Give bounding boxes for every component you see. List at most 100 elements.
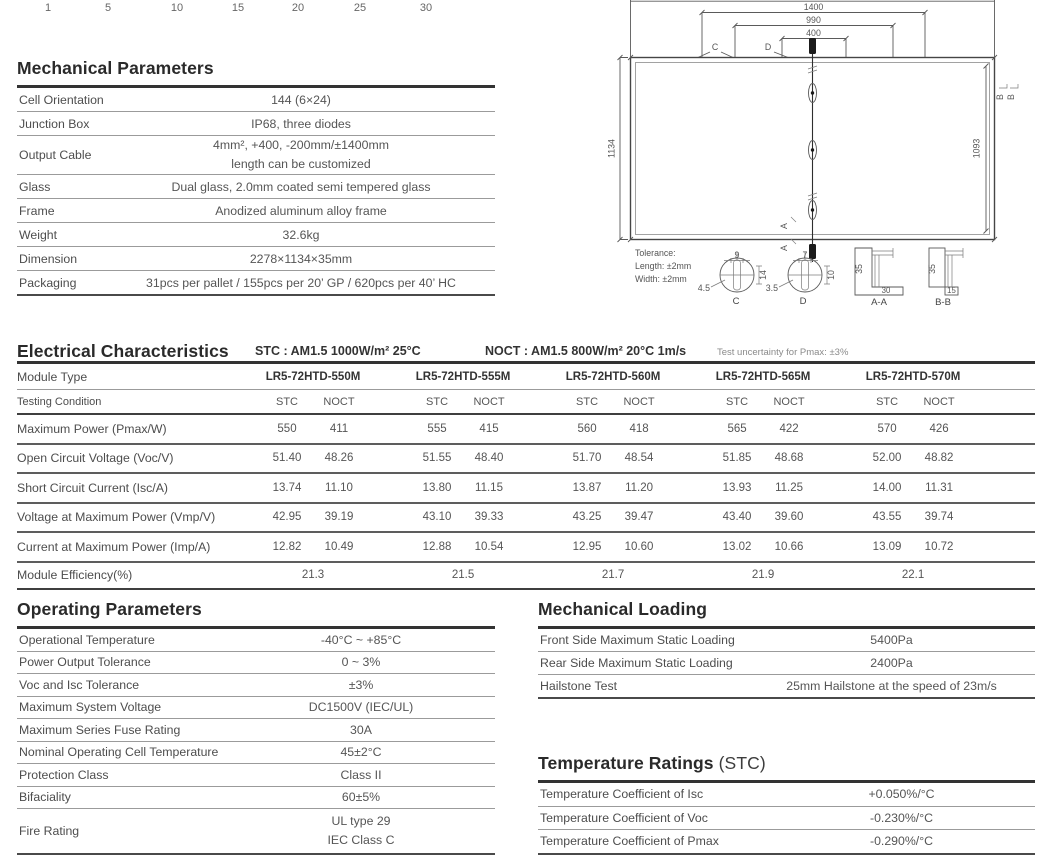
row-value-line2: length can be customized — [231, 157, 371, 171]
cell-value: 48.54 — [613, 443, 666, 474]
cell-value: 12.82 — [261, 532, 313, 563]
spacer — [365, 502, 412, 533]
dim-990-label: 990 — [806, 15, 821, 25]
row-value-line1: 4mm², +400, -200mm/±1400mm — [213, 138, 389, 152]
title-suffix: (STC) — [718, 753, 766, 773]
section-a-markers: A A — [779, 216, 797, 251]
stc-header: STC — [861, 389, 914, 415]
axis-tick-label: 20 — [291, 2, 305, 14]
cell-value: 13.93 — [711, 473, 764, 504]
stc-header: STC — [411, 389, 464, 415]
table-row: Output Cable 4mm², +400, -200mm/±1400mm … — [17, 135, 495, 175]
section-bb-base: 15 — [947, 286, 956, 295]
spacer — [515, 561, 562, 590]
cell-value: 13.87 — [561, 473, 614, 504]
cell-value: 51.70 — [561, 443, 614, 474]
row-label: Front Side Maximum Static Loading — [538, 629, 748, 652]
row-label: Current at Maximum Power (Imp/A) — [17, 532, 261, 563]
cell-value: 555 — [411, 414, 464, 445]
row-value: IP68, three diodes — [107, 111, 495, 136]
callout-c-label: C — [712, 42, 719, 52]
row-value: 0 ~ 3% — [227, 651, 495, 674]
cell-value: 422 — [763, 414, 816, 445]
row-label: Junction Box — [17, 111, 107, 136]
table-row: Maximum System Voltage DC1500V (IEC/UL) — [17, 696, 495, 719]
row-label: Glass — [17, 174, 107, 199]
row-value: Dual glass, 2.0mm coated semi tempered g… — [107, 174, 495, 199]
row-value: Class II — [227, 763, 495, 787]
row-value: UL type 29 IEC Class C — [227, 808, 495, 855]
cell-value: 51.40 — [261, 443, 313, 474]
spacer — [665, 389, 712, 415]
cell-value: 21.3 — [261, 561, 366, 590]
section-title-bar: Mechanical Loading — [538, 598, 1035, 629]
pmax-row: Maximum Power (Pmax/W) 550 411 555 415 560… — [17, 414, 1035, 445]
dim-1400-label: 1400 — [804, 2, 824, 12]
row-label: Voltage at Maximum Power (Vmp/V) — [17, 502, 261, 533]
temperature-ratings-table: Temperature Coefficient of Isc +0.050%/°C… — [538, 783, 1035, 855]
row-value: 144 (6×24) — [107, 88, 495, 112]
cell-value: 43.55 — [861, 502, 914, 533]
cell-value: 39.33 — [463, 502, 516, 533]
cell-value: 10.54 — [463, 532, 516, 563]
technical-drawing: 1400 990 400 C D 1134 1093 — [607, 0, 1019, 308]
cell-value: 10.60 — [613, 532, 666, 563]
detail-c: 9 14 4.5 C — [698, 250, 768, 307]
imp-row: Current at Maximum Power (Imp/A) 12.82 10… — [17, 532, 1035, 563]
noct-header: NOCT — [613, 389, 666, 415]
detail-c-dim-top: 9 — [735, 250, 740, 260]
top-dimension-lines: 1400 990 400 — [630, 0, 995, 58]
section-a-label: A — [779, 245, 789, 251]
cell-value: 21.9 — [711, 561, 816, 590]
cell-value: 11.15 — [463, 473, 516, 504]
row-label: Power Output Tolerance — [17, 651, 227, 674]
cell-value: 39.19 — [313, 502, 366, 533]
noct-header: NOCT — [763, 389, 816, 415]
module-name: LR5-72HTD-560M — [561, 364, 666, 390]
row-label: Rear Side Maximum Static Loading — [538, 651, 748, 675]
detail-c-label: C — [733, 296, 740, 307]
spacer — [965, 414, 1035, 445]
spacer — [515, 443, 562, 474]
electrical-characteristics-section: Electrical Characteristics STC : AM1.5 1… — [17, 340, 1035, 590]
row-value: 45±2°C — [227, 741, 495, 764]
cell-value: 10.49 — [313, 532, 366, 563]
cell-value: 39.47 — [613, 502, 666, 533]
spacer — [515, 532, 562, 563]
electrical-table: Module Type LR5-72HTD-550M LR5-72HTD-555… — [17, 364, 1035, 590]
spacer — [965, 443, 1035, 474]
row-label: Testing Condition — [17, 389, 261, 415]
cell-value: 570 — [861, 414, 914, 445]
row-label: Packaging — [17, 270, 107, 296]
cell-value: 426 — [913, 414, 966, 445]
spacer — [815, 561, 862, 590]
row-label: Nominal Operating Cell Temperature — [17, 741, 227, 764]
section-bb-height: 35 — [927, 264, 937, 274]
row-label: Fire Rating — [17, 808, 227, 855]
axis-tick-label: 5 — [104, 2, 112, 14]
section-aa-view: 35 30 A-A — [854, 247, 904, 308]
row-label: Dimension — [17, 246, 107, 271]
spacer — [665, 473, 712, 504]
row-label: Bifaciality — [17, 786, 227, 809]
cell-value: 565 — [711, 414, 764, 445]
tolerance-title: Tolerance: — [635, 248, 676, 258]
mechanical-loading-section: Mechanical Loading Front Side Maximum St… — [538, 598, 1035, 699]
row-label: Weight — [17, 222, 107, 247]
row-label: Short Circuit Current (Isc/A) — [17, 473, 261, 504]
row-value: Anodized aluminum alloy frame — [107, 198, 495, 223]
cell-value: 418 — [613, 414, 666, 445]
axis-tick-label: 10 — [170, 2, 184, 14]
pmax-uncertainty-note: Test uncertainty for Pmax: ±3% — [717, 347, 849, 358]
spacer — [815, 473, 862, 504]
voc-row: Open Circuit Voltage (Voc/V) 51.40 48.26 … — [17, 443, 1035, 474]
cell-value: 415 — [463, 414, 516, 445]
row-label: Frame — [17, 198, 107, 223]
row-value: 2278×1134×35mm — [107, 246, 495, 271]
title-text: Temperature Ratings — [538, 753, 714, 773]
table-row: Temperature Coefficient of Voc -0.230%/°C — [538, 806, 1035, 830]
noct-header: NOCT — [913, 389, 966, 415]
temperature-ratings-section: Temperature Ratings (STC) Temperature Co… — [538, 752, 1035, 855]
hole-callouts: C D — [697, 42, 789, 58]
row-value-line1: UL type 29 — [331, 814, 391, 828]
